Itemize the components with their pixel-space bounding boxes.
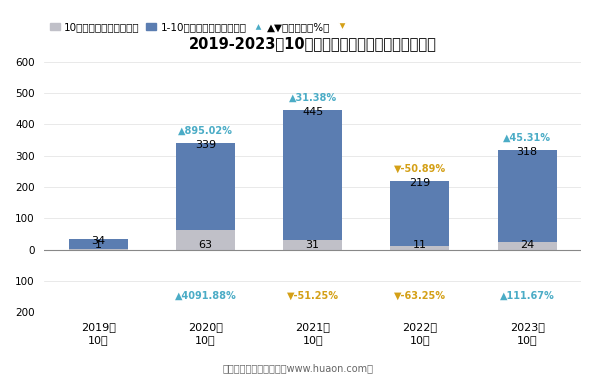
Text: ▼-50.89%: ▼-50.89% — [394, 164, 446, 174]
Text: 445: 445 — [302, 107, 323, 117]
Legend: 10月期货成交量（万手）, 1-10月期货成交量（万手）, ▲▼同比增长（%）, : 10月期货成交量（万手）, 1-10月期货成交量（万手）, ▲▼同比增长（%）, — [49, 22, 352, 32]
Bar — [283, 240, 342, 249]
Text: 24: 24 — [520, 240, 534, 250]
Text: ▲31.38%: ▲31.38% — [288, 93, 337, 103]
Bar — [176, 230, 235, 249]
Bar — [498, 242, 557, 249]
Text: ▼-51.25%: ▼-51.25% — [287, 291, 339, 301]
Text: 63: 63 — [198, 240, 212, 250]
Text: 1: 1 — [95, 240, 102, 250]
Text: ▲45.31%: ▲45.31% — [503, 133, 551, 143]
Text: 制图：华经产业研究院（www.huaon.com）: 制图：华经产业研究院（www.huaon.com） — [222, 363, 374, 373]
Text: ▲4091.88%: ▲4091.88% — [175, 291, 237, 301]
Text: 219: 219 — [409, 178, 430, 188]
Text: 34: 34 — [91, 236, 105, 246]
Text: 339: 339 — [195, 140, 216, 150]
Bar — [498, 150, 557, 249]
Bar — [176, 143, 235, 249]
Text: 31: 31 — [306, 240, 319, 250]
Text: 11: 11 — [413, 240, 427, 250]
Text: ▼-63.25%: ▼-63.25% — [394, 291, 446, 301]
Text: ▲111.67%: ▲111.67% — [499, 291, 554, 301]
Text: 318: 318 — [517, 147, 538, 157]
Bar — [390, 181, 449, 249]
Bar — [283, 110, 342, 249]
Bar — [390, 246, 449, 249]
Text: ▲895.02%: ▲895.02% — [178, 126, 233, 136]
Bar — [69, 239, 128, 249]
Title: 2019-2023年10月大连商品交易所粳米期货成交量: 2019-2023年10月大连商品交易所粳米期货成交量 — [189, 36, 437, 51]
